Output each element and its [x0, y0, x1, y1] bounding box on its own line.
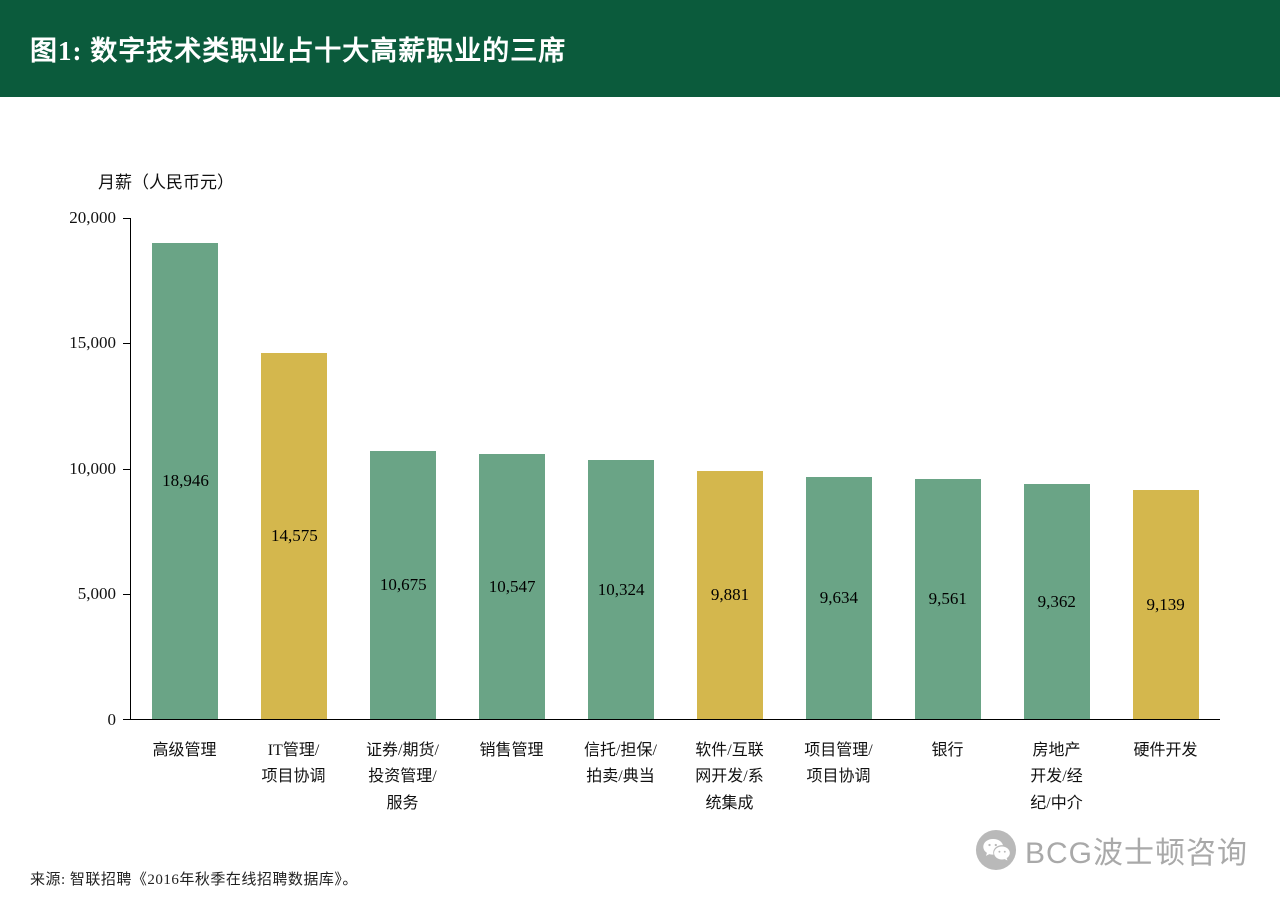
- bar-value-label: 18,946: [162, 471, 209, 490]
- x-axis-labels: 高级管理 IT管理/ 项目协调 证券/期货/ 投资管理/ 服务 销售管理 信托/担保/ …: [130, 738, 1220, 817]
- bar-4: 10,547: [479, 454, 546, 719]
- bar-slot: 9,634: [784, 218, 893, 719]
- y-tick-mark: [123, 594, 130, 595]
- bar-slot: 9,881: [676, 218, 785, 719]
- y-tick-label: 20,000: [69, 208, 116, 227]
- bar-2: 14,575: [261, 353, 328, 719]
- watermark: BCG波士顿咨询: [975, 828, 1248, 872]
- category-label: 信托/担保/ 拍卖/典当: [584, 742, 657, 786]
- plot-area: 18,946 14,575 10,675 10,547 10,324 9,881 9,634…: [130, 218, 1220, 720]
- bar-3: 10,675: [370, 451, 437, 719]
- category-label: 项目管理/ 项目协调: [804, 742, 873, 786]
- category-label: 软件/互联 网开发/系 统集成: [695, 742, 764, 812]
- y-axis-title: 月薪（人民币元）: [98, 173, 234, 192]
- source-note: 来源: 智联招聘《2016年秋季在线招聘数据库》。: [30, 872, 358, 888]
- bar-slot: 9,139: [1111, 218, 1220, 719]
- category-label: 高级管理: [152, 742, 217, 759]
- y-tick-label: 10,000: [69, 459, 116, 478]
- bar-value-label: 9,634: [819, 588, 859, 607]
- bar-5: 10,324: [588, 460, 655, 719]
- bar-slot: 10,324: [567, 218, 676, 719]
- category-label: 硬件开发: [1133, 742, 1198, 759]
- bar-slot: 10,547: [458, 218, 567, 719]
- y-tick-mark: [123, 343, 130, 344]
- category-label: IT管理/ 项目协调: [261, 742, 326, 786]
- category-label: 证券/期货/ 投资管理/ 服务: [366, 742, 439, 812]
- category-label: 银行: [931, 742, 964, 759]
- bar-10: 9,139: [1132, 490, 1199, 719]
- bar-9: 9,362: [1023, 484, 1090, 719]
- bar-slot: 9,561: [893, 218, 1002, 719]
- bar-value-label: 10,675: [379, 575, 427, 594]
- y-tick-mark: [123, 719, 130, 720]
- watermark-label: BCG波士顿咨询: [1024, 837, 1248, 870]
- bar-7: 9,634: [805, 477, 872, 719]
- bar-slot: 10,675: [349, 218, 458, 719]
- y-tick-label: 5,000: [77, 584, 116, 603]
- y-tick-mark: [123, 218, 130, 219]
- bar-1: 18,946: [152, 243, 219, 719]
- bar-8: 9,561: [914, 479, 981, 719]
- bar-value-label: 9,561: [928, 589, 967, 608]
- category-label: 销售管理: [479, 742, 544, 759]
- y-tick-label: 15,000: [69, 333, 116, 352]
- y-tick-mark: [123, 469, 130, 470]
- bar-value-label: 9,881: [710, 585, 750, 604]
- bar-value-label: 10,547: [488, 576, 536, 596]
- figure-title: 图1: 数字技术类职业占十大高薪职业的三席: [30, 36, 567, 66]
- wechat-icon: [975, 829, 1017, 871]
- bar-6: 9,881: [696, 471, 763, 719]
- bar-slot: 9,362: [1002, 218, 1111, 719]
- y-tick-label: 0: [107, 710, 117, 729]
- bar-value-label: 10,324: [597, 579, 645, 599]
- bar-slot: 14,575: [240, 218, 349, 719]
- bar-value-label: 9,139: [1146, 594, 1185, 614]
- category-label: 房地产 开发/经 纪/中介: [1030, 742, 1083, 812]
- bar-value-label: 9,362: [1037, 591, 1076, 611]
- bar-slot: 18,946: [131, 218, 240, 719]
- figure-title-band: 图1: 数字技术类职业占十大高薪职业的三席: [0, 0, 1280, 97]
- bar-value-label: 14,575: [270, 526, 318, 545]
